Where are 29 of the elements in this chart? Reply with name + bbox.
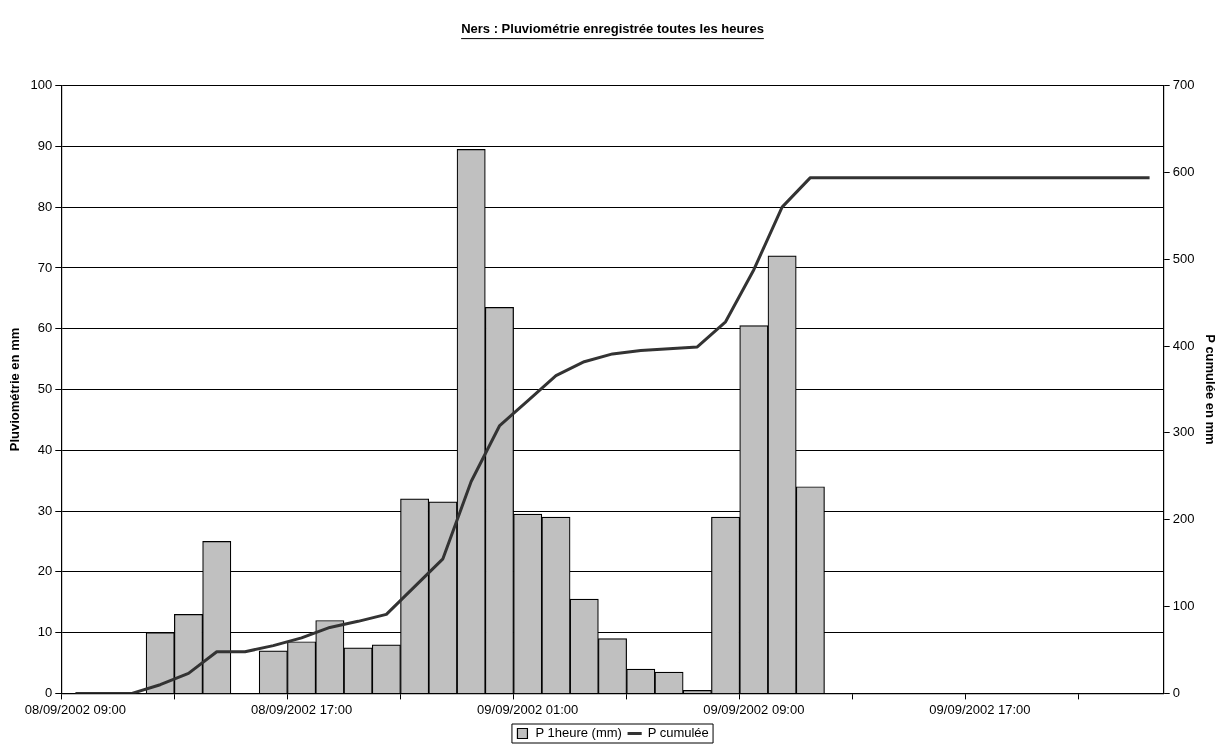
y2-tick-label: 700 xyxy=(1172,77,1195,93)
y2-tick-label: 200 xyxy=(1172,511,1195,527)
y-axis-title: Pluviométrie en mm xyxy=(7,327,23,452)
y-tick-label: 100 xyxy=(30,77,53,93)
x-tick-label: 09/09/2002 09:00 xyxy=(703,701,805,717)
y2-axis-title: P cumulée en mm xyxy=(1202,334,1218,445)
y-tick-label: 60 xyxy=(37,320,53,336)
y2-tick-label: 600 xyxy=(1172,164,1195,180)
y2-tick-label: 0 xyxy=(1172,684,1180,700)
y-tick-label: 90 xyxy=(37,137,53,153)
legend-label: P cumulée xyxy=(647,725,709,741)
y-tick-label: 20 xyxy=(37,563,53,579)
y2-tick-label: 500 xyxy=(1172,250,1195,266)
chart-title: Ners : Pluviométrie enregistrée toutes les heures xyxy=(461,21,764,37)
legend-label: P 1heure (mm) xyxy=(535,725,622,741)
y-tick-label: 40 xyxy=(37,441,53,457)
x-tick-label: 08/09/2002 17:00 xyxy=(250,701,353,717)
y-tick-label: 80 xyxy=(37,198,53,214)
x-tick-label: 09/09/2002 17:00 xyxy=(929,701,1031,717)
y-tick-label: 70 xyxy=(37,259,53,275)
x-tick-label: 09/09/2002 01:00 xyxy=(477,701,579,717)
y2-tick-label: 400 xyxy=(1172,337,1195,353)
y2-tick-label: 300 xyxy=(1172,424,1195,440)
y-tick-label: 30 xyxy=(37,502,53,518)
y-tick-label: 10 xyxy=(37,624,53,640)
y-tick-label: 0 xyxy=(45,684,53,700)
x-tick-label: 08/09/2002 09:00 xyxy=(24,701,127,717)
y2-tick-label: 100 xyxy=(1172,598,1195,614)
y-tick-label: 50 xyxy=(37,381,53,397)
